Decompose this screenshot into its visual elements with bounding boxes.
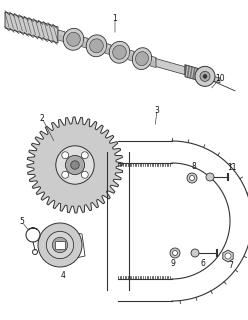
Circle shape <box>81 171 88 178</box>
Polygon shape <box>150 56 156 68</box>
Circle shape <box>173 251 178 255</box>
Ellipse shape <box>109 41 130 63</box>
Polygon shape <box>58 30 65 42</box>
Polygon shape <box>200 72 220 83</box>
Polygon shape <box>5 12 58 43</box>
Circle shape <box>62 171 69 178</box>
Polygon shape <box>82 41 88 48</box>
Circle shape <box>46 231 74 259</box>
Text: 4: 4 <box>61 270 65 279</box>
Circle shape <box>62 152 69 159</box>
Polygon shape <box>185 65 200 81</box>
Polygon shape <box>172 141 248 301</box>
Polygon shape <box>105 47 111 55</box>
Text: 9: 9 <box>171 260 175 268</box>
Circle shape <box>56 146 94 184</box>
Circle shape <box>57 242 63 248</box>
Polygon shape <box>82 37 88 48</box>
Polygon shape <box>223 250 233 262</box>
Polygon shape <box>150 60 156 68</box>
Polygon shape <box>27 117 123 213</box>
Ellipse shape <box>86 35 107 57</box>
Ellipse shape <box>136 52 149 66</box>
Text: 6: 6 <box>201 259 205 268</box>
Circle shape <box>170 248 180 258</box>
Text: 7: 7 <box>229 261 233 270</box>
Ellipse shape <box>63 28 84 50</box>
Polygon shape <box>58 34 65 42</box>
Circle shape <box>200 71 210 81</box>
Text: 5: 5 <box>20 218 25 227</box>
Circle shape <box>52 237 68 253</box>
Text: 8: 8 <box>192 162 196 171</box>
FancyBboxPatch shape <box>55 241 65 249</box>
Circle shape <box>187 173 197 183</box>
Polygon shape <box>105 43 111 55</box>
Circle shape <box>65 156 85 175</box>
Circle shape <box>225 253 231 259</box>
Circle shape <box>195 66 215 86</box>
Ellipse shape <box>67 32 80 46</box>
Text: 3: 3 <box>155 106 159 115</box>
Circle shape <box>203 74 207 78</box>
Circle shape <box>191 249 199 257</box>
Ellipse shape <box>90 39 103 53</box>
Polygon shape <box>128 50 134 61</box>
Circle shape <box>38 223 82 267</box>
Ellipse shape <box>132 48 152 69</box>
Circle shape <box>71 161 79 169</box>
Circle shape <box>189 175 194 180</box>
Text: 2: 2 <box>40 114 44 123</box>
Polygon shape <box>128 54 134 61</box>
Text: 10: 10 <box>215 74 225 83</box>
Text: 11: 11 <box>227 163 237 172</box>
Ellipse shape <box>113 45 126 59</box>
Circle shape <box>206 173 214 181</box>
Text: 1: 1 <box>113 13 117 22</box>
Circle shape <box>81 152 88 159</box>
Polygon shape <box>156 59 185 75</box>
